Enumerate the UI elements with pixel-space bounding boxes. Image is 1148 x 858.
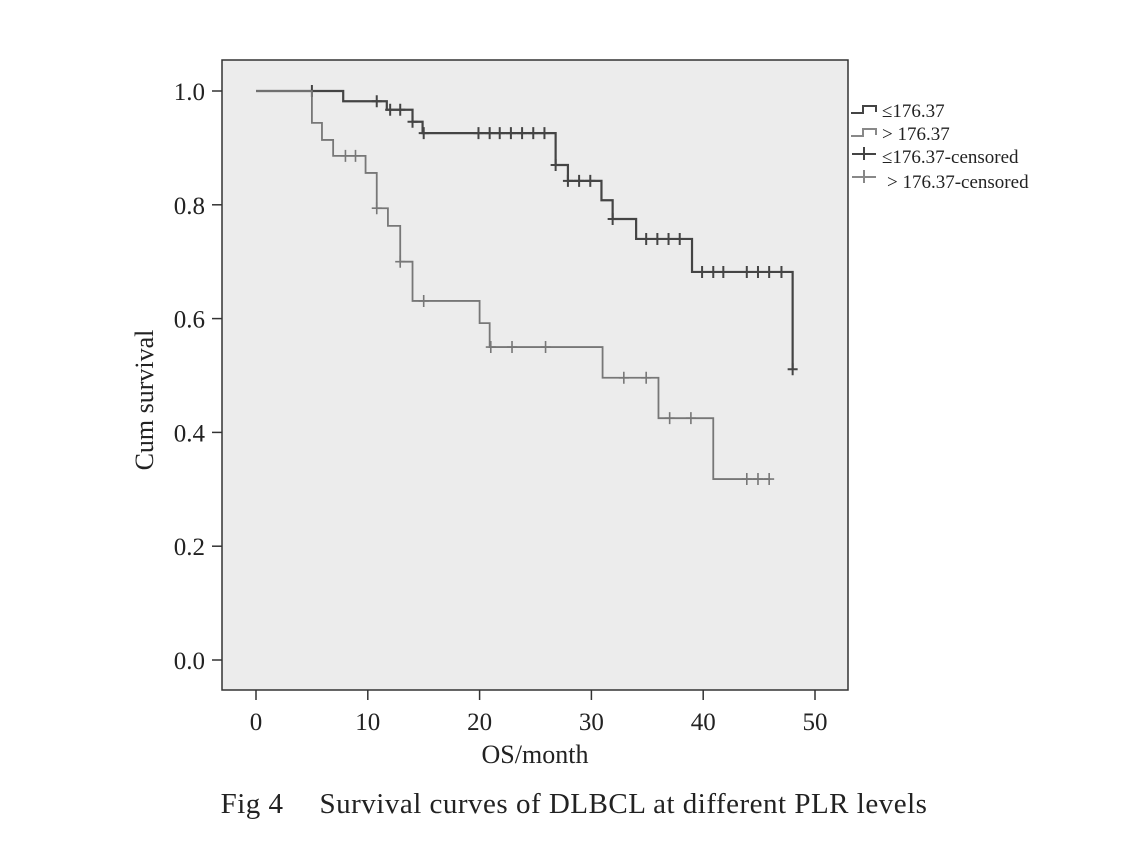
censor-mark-series-1 xyxy=(674,232,685,245)
censor-mark-series-1 xyxy=(418,127,429,140)
x-axis-label: OS/month xyxy=(482,740,589,769)
censor-mark-series-2 xyxy=(741,473,752,486)
censor-mark-series-1 xyxy=(505,127,516,140)
censor-mark-series-2 xyxy=(507,341,518,354)
censor-mark-series-1 xyxy=(641,232,652,245)
x-tick-label: 20 xyxy=(467,709,492,736)
censor-mark-series-1 xyxy=(562,174,573,187)
censor-mark-series-2 xyxy=(540,341,551,354)
x-tick-label: 10 xyxy=(355,709,380,736)
censor-mark-series-1 xyxy=(652,232,663,245)
caption-label: Fig 4 xyxy=(220,788,284,820)
legend-censor-symbol xyxy=(852,170,876,183)
legend-entry-label: > 176.37-censored xyxy=(887,172,1029,193)
x-tick-label: 40 xyxy=(691,709,716,736)
censor-mark-series-1 xyxy=(718,265,729,278)
censor-mark-series-2 xyxy=(350,149,361,162)
y-tick-label: 0.4 xyxy=(174,420,206,447)
y-axis-label: Cum survival xyxy=(130,330,159,471)
censor-mark-series-2 xyxy=(641,371,652,384)
censor-mark-series-2 xyxy=(395,255,406,268)
censor-mark-series-1 xyxy=(473,127,484,140)
survival-curve-series-2 xyxy=(256,90,771,480)
legend-entry-label: ≤176.37 xyxy=(882,101,945,122)
km-chart: 0.0 0.2 0.4 0.6 0.8 1.0 0 10 20 30 40 50 Cum survi… xyxy=(130,59,1029,769)
censor-mark-series-1 xyxy=(663,232,674,245)
censor-mark-series-1 xyxy=(528,127,539,140)
censor-mark-series-1 xyxy=(787,363,798,376)
censor-mark-series-1 xyxy=(741,265,752,278)
censor-mark-series-1 xyxy=(550,158,561,171)
censor-mark-series-1 xyxy=(517,127,528,140)
censor-mark-series-1 xyxy=(407,115,418,128)
censor-mark-series-2 xyxy=(418,294,429,307)
censor-mark-series-1 xyxy=(607,213,618,226)
y-tick-label: 0.8 xyxy=(174,193,205,220)
x-tick-label: 0 xyxy=(250,709,263,736)
censor-mark-series-1 xyxy=(752,265,763,278)
caption-text: Survival curves of DLBCL at different PL… xyxy=(319,788,928,820)
censor-mark-series-1 xyxy=(697,265,708,278)
censor-mark-series-1 xyxy=(371,95,382,108)
censor-mark-series-1 xyxy=(776,265,787,278)
censor-mark-series-1 xyxy=(395,103,406,116)
censor-mark-series-2 xyxy=(752,473,763,486)
legend-entry-label: ≤176.37-censored xyxy=(882,147,1019,168)
censor-mark-series-1 xyxy=(385,103,396,116)
censor-mark-series-1 xyxy=(484,127,495,140)
y-tick-label: 0.2 xyxy=(174,534,205,561)
legend-censor-symbol xyxy=(852,147,876,160)
legend-step-symbol xyxy=(851,128,877,137)
censor-mark-series-1 xyxy=(494,127,505,140)
censor-mark-series-2 xyxy=(764,473,775,486)
censor-mark-series-2 xyxy=(371,202,382,215)
y-tick-label: 0.0 xyxy=(174,648,205,675)
censor-mark-series-1 xyxy=(585,174,596,187)
censor-mark-series-2 xyxy=(340,149,351,162)
x-tick-label: 30 xyxy=(579,709,604,736)
censor-mark-series-2 xyxy=(664,412,675,425)
legend-step-symbol xyxy=(851,105,877,114)
legend: ≤176.37> 176.37≤176.37-censored > 176.37-… xyxy=(851,101,1029,193)
censor-mark-series-1 xyxy=(539,127,550,140)
censor-mark-series-1 xyxy=(708,265,719,278)
censor-mark-series-2 xyxy=(618,371,629,384)
censor-mark-series-2 xyxy=(485,341,496,354)
legend-entry-label: > 176.37 xyxy=(882,124,950,145)
y-tick-label: 0.6 xyxy=(174,307,205,334)
censor-mark-series-2 xyxy=(685,412,696,425)
censor-mark-series-1 xyxy=(574,174,585,187)
censor-mark-series-1 xyxy=(764,265,775,278)
y-tick-label: 1.0 xyxy=(174,79,205,106)
plot-area xyxy=(221,59,849,691)
figure-caption: Fig 4 Survival curves of DLBCL at differe… xyxy=(0,788,1148,821)
x-tick-label: 50 xyxy=(803,709,828,736)
